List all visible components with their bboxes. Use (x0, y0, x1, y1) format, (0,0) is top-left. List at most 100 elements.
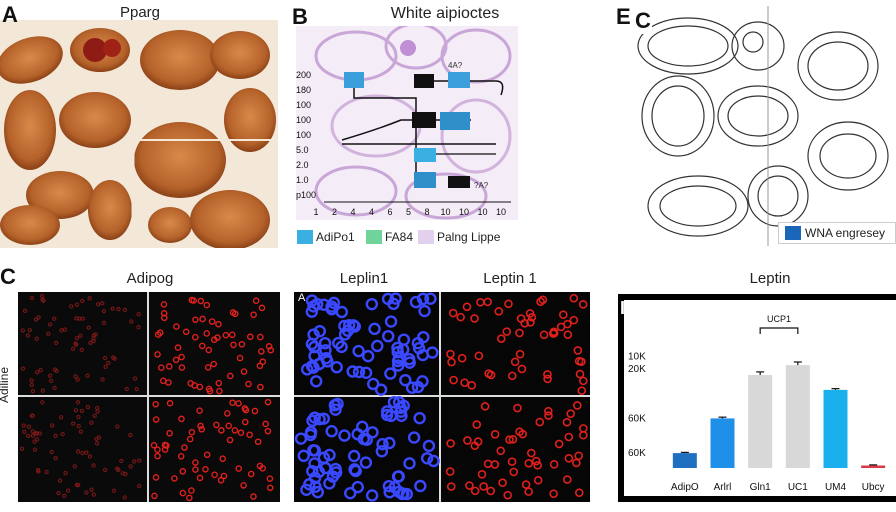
cell-nucleus (203, 451, 211, 459)
cell-nucleus (323, 477, 336, 490)
cell-nucleus (95, 302, 101, 307)
cell-nucleus (235, 465, 243, 472)
cell-nucleus (218, 427, 225, 434)
cell-nucleus (63, 470, 68, 476)
node-box (448, 72, 470, 88)
cell-nucleus (306, 414, 319, 427)
cell-nucleus (427, 454, 440, 468)
cell-nucleus (305, 294, 319, 307)
node-box (448, 176, 470, 188)
cell-nucleus (241, 418, 249, 426)
cell-nucleus (446, 482, 456, 491)
cell-nucleus (202, 465, 209, 473)
cell-nucleus (114, 466, 120, 471)
cell-nucleus (394, 405, 408, 418)
cell-nucleus (347, 449, 361, 463)
cell-nucleus (215, 320, 222, 328)
cell-nucleus (110, 355, 116, 360)
x-tick-label: UC1 (788, 482, 808, 493)
cell-nucleus (52, 367, 58, 372)
cell-nucleus (20, 328, 26, 333)
x-tick-label: Gln1 (750, 482, 772, 493)
cell-nucleus (351, 428, 364, 441)
cell-nucleus (210, 360, 218, 368)
cell-nucleus (308, 457, 321, 470)
cell-nucleus (251, 407, 259, 415)
bracket (759, 327, 799, 334)
cell-nucleus (172, 356, 180, 364)
cell-nucleus (102, 355, 108, 361)
bar (861, 465, 886, 468)
cell-nucleus (388, 481, 401, 494)
side-label: Adiline (0, 366, 12, 404)
cell-nucleus (524, 458, 534, 468)
cell-nucleus (254, 438, 262, 446)
cell-nucleus (213, 421, 220, 429)
cell-nucleus (198, 342, 206, 350)
bar (748, 375, 773, 468)
cell-nucleus (65, 488, 71, 493)
cell-nucleus (91, 492, 96, 497)
cell-nucleus (137, 458, 142, 463)
cell-nucleus (52, 385, 57, 391)
cell-nucleus (409, 295, 423, 309)
cell-nucleus (575, 369, 585, 379)
cell-nucleus (572, 458, 581, 468)
cell-nucleus (49, 449, 54, 455)
connector-line (353, 81, 417, 185)
node-box (412, 112, 436, 128)
cell-nucleus (266, 475, 274, 482)
cell-nucleus (422, 439, 436, 453)
cell-nucleus (513, 403, 522, 413)
cell-nucleus (376, 437, 389, 451)
cell-nucleus (89, 420, 94, 425)
cell-nucleus (573, 346, 583, 355)
cell-nucleus (231, 427, 239, 434)
cell-nucleus (29, 382, 34, 388)
cell-nucleus (578, 300, 588, 309)
cell-nucleus (217, 476, 225, 484)
cell-nucleus (199, 315, 206, 323)
cell-nucleus (258, 304, 266, 312)
cell-nucleus (88, 340, 93, 345)
cell-nucleus (382, 479, 396, 493)
cell-nucleus (237, 429, 245, 437)
cell-nucleus (264, 427, 272, 435)
cell-nucleus (331, 397, 344, 411)
cell-nucleus (503, 490, 512, 500)
cell-nucleus (228, 331, 236, 339)
cell-nucleus (574, 488, 584, 497)
x-tick-label: Ubcy (862, 482, 885, 493)
cell-nucleus (103, 364, 108, 369)
cell-nucleus (308, 444, 322, 457)
cell-nucleus (365, 489, 379, 502)
bar (785, 365, 810, 468)
cell-nucleus (240, 482, 247, 489)
cell-nucleus (391, 341, 404, 355)
cell-nucleus (335, 305, 349, 319)
y-tick-label: p100 (296, 190, 316, 200)
cell-nucleus (445, 467, 455, 476)
cell-nucleus (507, 371, 517, 381)
panel-e-linework (618, 6, 896, 246)
annotation-bottom: ?A? (474, 181, 489, 190)
cell-nucleus (517, 364, 527, 374)
cell-nucleus (418, 304, 431, 318)
bracket-label: UCP1 (767, 314, 791, 324)
cell-nucleus (95, 409, 100, 414)
x-tick-label: 1 (313, 207, 318, 217)
cell-nucleus (123, 471, 128, 477)
bar (672, 453, 697, 468)
cell-nucleus (165, 379, 172, 386)
cell-nucleus (467, 381, 477, 390)
cell-nucleus (426, 346, 439, 359)
cell-nucleus (257, 383, 264, 391)
cell-nucleus (77, 316, 82, 321)
panel-label-c-top: C (634, 8, 652, 34)
cell-nucleus (329, 462, 342, 476)
cell-nucleus (79, 408, 85, 414)
cell-nucleus (265, 343, 273, 350)
cell-nucleus (205, 346, 213, 354)
cell-nucleus (204, 364, 212, 371)
cell-nucleus (515, 328, 524, 338)
